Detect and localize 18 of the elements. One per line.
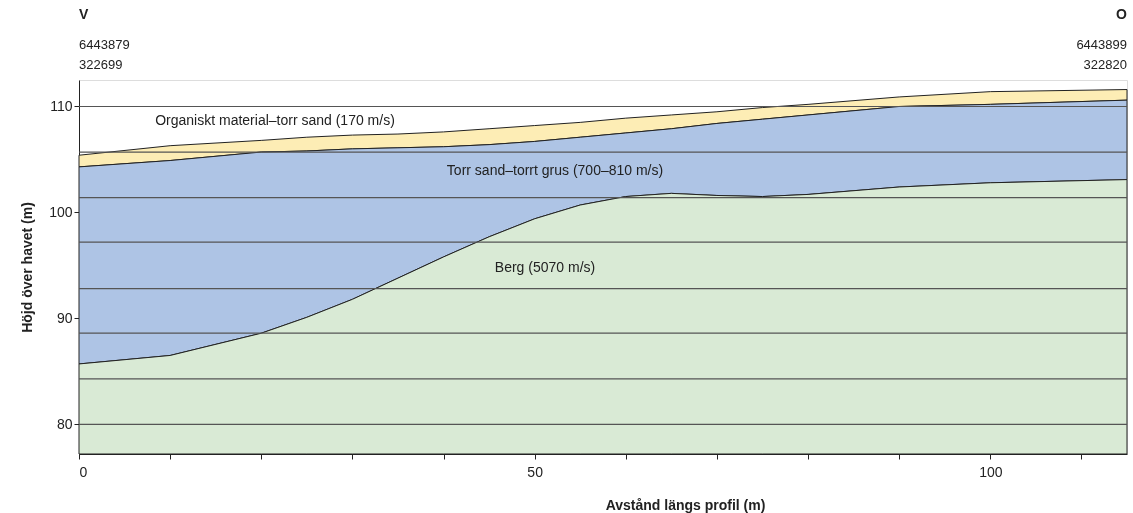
text: 6443899 [1076, 37, 1127, 52]
annotation: Berg (5070 m/s) [494, 259, 596, 275]
text: V [79, 6, 89, 22]
text: 322699 [79, 57, 123, 72]
x-tick-label: 50 [527, 463, 544, 480]
y-axis-title: Höjd över havet (m) [19, 202, 36, 333]
y-tick-label: 80 [56, 415, 73, 432]
y-tick-label: 100 [49, 203, 73, 220]
text: O [1116, 6, 1128, 22]
x-axis-title: Avstånd längs profil (m) [605, 496, 766, 513]
x-tick-label: 0 [79, 463, 88, 480]
y-tick-label: 90 [56, 309, 73, 326]
x-tick-label: 100 [979, 463, 1003, 480]
y-tick-label: 110 [50, 97, 73, 114]
annotation: Torr sand–torrt grus (700–810 m/s) [446, 162, 664, 178]
annotation: Organiskt material–torr sand (170 m/s) [155, 112, 395, 128]
text: 6443879 [79, 37, 130, 52]
text: 322820 [1083, 57, 1127, 72]
